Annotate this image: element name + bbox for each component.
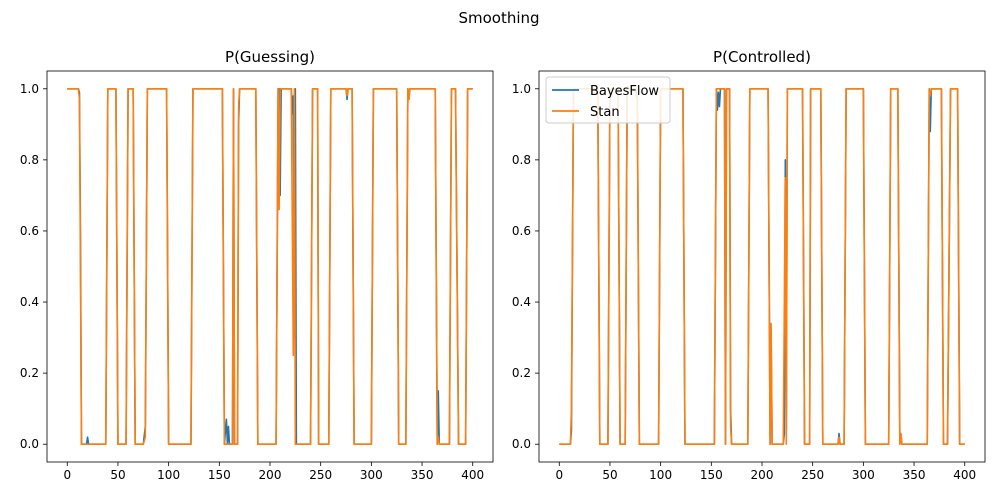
x-tick-label: 100 — [157, 468, 180, 482]
x-tick-label: 300 — [852, 468, 875, 482]
plot-p-guessing: P(Guessing) 0 50 100 150 200 250 300 350 400 0.0 0… — [20, 48, 494, 482]
x-tick-label: 350 — [411, 468, 434, 482]
series-line-stan — [559, 87, 965, 446]
y-tick-label: 1.0 — [512, 82, 531, 96]
x-tick-label: 400 — [461, 468, 484, 482]
y-tick-label: 0.0 — [512, 437, 531, 451]
x-tick-label: 350 — [903, 468, 926, 482]
legend-label: Stan — [590, 105, 620, 120]
x-tick-label: 0 — [555, 468, 563, 482]
x-tick-label: 250 — [309, 468, 332, 482]
y-tick-label: 0.8 — [20, 153, 39, 167]
y-tick-label: 0.4 — [20, 295, 39, 309]
y-tick-label: 0.6 — [20, 224, 39, 238]
series-line-stan — [67, 87, 473, 446]
axes-frame — [46, 70, 494, 463]
plot-p-controlled: P(Controlled) 0 50 100 150 200 250 300 350 400 0.… — [512, 48, 986, 482]
y-tick-label: 0.6 — [512, 224, 531, 238]
y-tick-label: 1.0 — [20, 82, 39, 96]
x-tick-label: 400 — [953, 468, 976, 482]
x-tick-label: 0 — [63, 468, 71, 482]
x-tick-label: 100 — [649, 468, 672, 482]
y-tick-label: 0.2 — [512, 366, 531, 380]
figure-suptitle: Smoothing — [458, 9, 539, 27]
y-tick-label: 0.4 — [512, 295, 531, 309]
y-tick-label: 0.8 — [512, 153, 531, 167]
x-tick-label: 200 — [751, 468, 774, 482]
legend-label: BayesFlow — [590, 84, 659, 99]
x-tick-label: 150 — [700, 468, 723, 482]
x-tick-label: 150 — [208, 468, 231, 482]
plot-title: P(Controlled) — [713, 48, 811, 66]
plot-title: P(Guessing) — [225, 48, 315, 66]
axes-frame — [538, 70, 986, 463]
x-tick-label: 200 — [259, 468, 282, 482]
x-tick-label: 250 — [801, 468, 824, 482]
x-tick-label: 50 — [110, 468, 125, 482]
y-tick-label: 0.0 — [20, 437, 39, 451]
x-tick-label: 300 — [360, 468, 383, 482]
y-tick-label: 0.2 — [20, 366, 39, 380]
x-tick-label: 50 — [602, 468, 617, 482]
